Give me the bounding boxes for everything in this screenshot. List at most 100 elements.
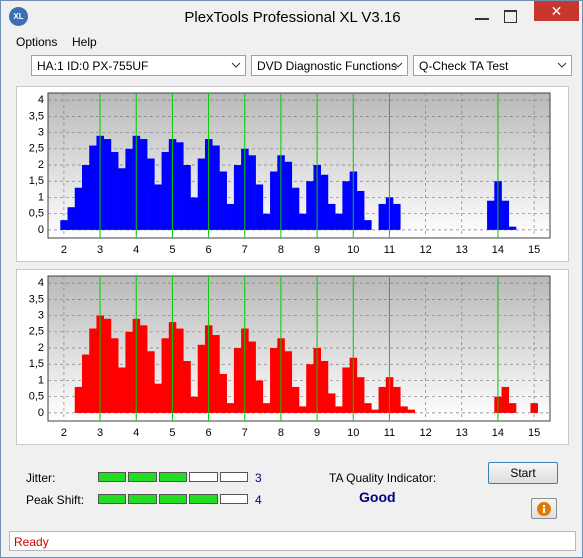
meter-segment xyxy=(158,494,188,504)
bar xyxy=(248,155,256,230)
histogram: 0 0,5 1 1,5 2 2,5 3 3,5 4 2 3 4 5 6 7 8 9 10 11 12 13 14 15 xyxy=(29,275,551,439)
bar xyxy=(89,328,97,413)
bar xyxy=(154,383,162,413)
x-tick-label: 14 xyxy=(492,427,504,439)
meter-segment xyxy=(128,494,157,504)
bar xyxy=(262,403,271,413)
menu-bar: Options Help xyxy=(1,32,582,52)
meter-segment xyxy=(219,494,249,504)
y-tick-label: 1,5 xyxy=(29,175,44,187)
close-button[interactable]: ✕ xyxy=(534,1,579,21)
bar xyxy=(212,145,220,230)
bar xyxy=(60,220,68,230)
bar xyxy=(226,403,235,413)
bar xyxy=(342,181,350,230)
x-tick-label: 12 xyxy=(419,244,431,256)
bar xyxy=(110,152,119,230)
meter-segment xyxy=(98,472,127,482)
bar xyxy=(255,380,264,413)
bar xyxy=(89,145,97,230)
bar xyxy=(67,207,76,230)
dropdown-arrow xyxy=(557,62,567,68)
status-text: Ready xyxy=(14,535,49,549)
bar xyxy=(270,348,278,413)
x-tick-label: 7 xyxy=(242,244,248,256)
test-select[interactable]: Q-Check TA Test xyxy=(413,55,572,76)
y-tick-label: 2 xyxy=(38,159,44,171)
dropdown-arrow xyxy=(231,62,241,68)
minimize-button[interactable] xyxy=(475,10,489,22)
menu-item[interactable]: Help xyxy=(72,35,97,49)
x-tick-label: 2 xyxy=(61,427,67,439)
y-tick-label: 3,5 xyxy=(29,110,44,122)
bar xyxy=(262,213,271,230)
bar xyxy=(335,213,343,230)
bar xyxy=(342,367,350,413)
bar xyxy=(176,142,184,230)
app-icon: XL xyxy=(9,7,28,26)
bar xyxy=(320,360,329,413)
chart-panel: 0 0,5 1 1,5 2 2,5 3 3,5 4 2 3 4 5 6 7 8 9 10 11 12 13 14 15 xyxy=(16,269,569,445)
bar xyxy=(291,187,300,230)
bar xyxy=(147,158,155,230)
bar xyxy=(183,165,191,230)
x-tick-label: 4 xyxy=(133,244,139,256)
x-tick-label: 15 xyxy=(528,244,540,256)
bar xyxy=(147,351,155,413)
function-select[interactable]: DVD Diagnostic Functions xyxy=(251,55,408,76)
x-tick-label: 11 xyxy=(384,244,395,256)
x-tick-label: 13 xyxy=(456,427,468,439)
peak-shift-value: 4 xyxy=(255,493,262,507)
menu-item[interactable]: Options xyxy=(16,35,58,49)
x-tick-label: 14 xyxy=(492,244,504,256)
bar xyxy=(118,168,126,230)
x-tick-label: 9 xyxy=(314,244,320,256)
y-tick-label: 0,5 xyxy=(29,391,44,403)
y-tick-label: 3 xyxy=(38,126,44,138)
bar xyxy=(335,406,343,413)
bar xyxy=(508,403,517,413)
x-tick-label: 9 xyxy=(314,427,320,439)
info-button[interactable] xyxy=(531,498,557,519)
maximize-button[interactable] xyxy=(504,10,517,23)
start-button[interactable]: Start xyxy=(488,462,558,484)
bar xyxy=(139,139,148,230)
x-tick-label: 8 xyxy=(278,427,284,439)
bar xyxy=(371,409,379,413)
x-tick-label: 13 xyxy=(456,244,468,256)
x-tick-label: 10 xyxy=(347,427,359,439)
y-tick-label: 3 xyxy=(38,309,44,321)
bar xyxy=(501,200,510,230)
bar xyxy=(299,213,307,230)
y-tick-label: 0,5 xyxy=(29,208,44,220)
title-bar: XL PlexTools Professional XL V3.16 ✕ xyxy=(1,1,582,32)
bar xyxy=(197,344,206,413)
bar xyxy=(161,338,170,413)
x-tick-label: 8 xyxy=(278,244,284,256)
bar xyxy=(306,181,314,230)
bar xyxy=(212,335,220,413)
bar xyxy=(299,406,307,413)
bar xyxy=(197,158,206,230)
peak-shift-label: Peak Shift: xyxy=(26,493,85,507)
select-text: Q-Check TA Test xyxy=(419,59,509,73)
bar xyxy=(219,373,227,413)
y-tick-label: 4 xyxy=(38,277,44,289)
bar xyxy=(508,226,517,230)
bar xyxy=(364,403,372,413)
dropdown-arrow xyxy=(393,62,403,68)
y-tick-label: 1 xyxy=(38,374,44,386)
x-tick-label: 10 xyxy=(347,244,359,256)
meter-segment xyxy=(189,494,218,504)
peak-shift-meter xyxy=(98,494,249,504)
meter-segment xyxy=(128,472,157,482)
bar xyxy=(74,187,83,230)
jitter-value: 3 xyxy=(255,471,262,485)
bar xyxy=(255,184,264,230)
bar xyxy=(270,171,278,230)
bar xyxy=(176,328,184,413)
bar xyxy=(378,203,387,230)
drive-select[interactable]: HA:1 ID:0 PX-755UF xyxy=(31,55,246,76)
bar xyxy=(400,406,408,413)
